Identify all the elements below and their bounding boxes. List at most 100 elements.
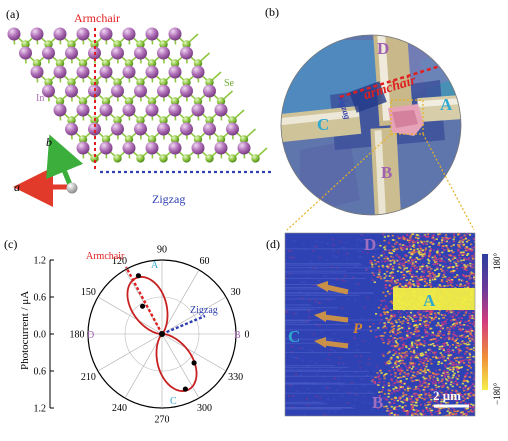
mapped-region-box (390, 99, 424, 135)
in-atom (191, 65, 205, 79)
in-atom (7, 27, 21, 41)
in-atom (42, 46, 55, 60)
in-atom (76, 103, 90, 117)
se-atom (124, 59, 134, 68)
contact-a-b: A (440, 95, 453, 114)
se-atom (193, 135, 203, 144)
se-atom (113, 154, 122, 163)
panel-c-label: (c) (4, 237, 17, 251)
in-atom (180, 84, 193, 98)
polar-angle-tick-90: 90 (157, 245, 167, 256)
polar-data-point (191, 360, 197, 366)
se-atom (113, 78, 122, 87)
contact-a-c: A (151, 260, 159, 271)
polar-angle-tick-270: 270 (155, 415, 170, 426)
in-atom (65, 46, 78, 60)
polar-r-tick-label: 0.6 (34, 367, 47, 378)
in-atom (145, 103, 159, 117)
se-atom (170, 135, 180, 144)
se-atom (216, 135, 226, 144)
in-atom (99, 103, 113, 117)
se-atom (182, 116, 191, 125)
se-atom (193, 97, 203, 106)
se-atom (147, 97, 157, 106)
colorbar (482, 254, 488, 390)
in-atom (30, 65, 44, 79)
zigzag-label-a: Zigzag (152, 192, 185, 206)
in-atom (168, 65, 182, 79)
se-atom (113, 116, 122, 125)
in-atom (145, 141, 159, 155)
in-atom (168, 141, 182, 155)
panel-b-optical-image: (b) armchair zigzag (265, 5, 462, 216)
in-atom (53, 65, 67, 79)
colorbar-max-label: 180° (492, 253, 502, 271)
panel-a-lattice: (a) Armchair Zigzag Se In a b (6, 7, 272, 207)
polar-r-tick-label: 0.6 (34, 293, 47, 304)
colorbar-min-label: −180° (492, 382, 502, 405)
in-atom (180, 46, 193, 60)
polar-angle-tick-120: 120 (112, 256, 127, 267)
se-atom (90, 154, 99, 163)
polar-spoke (161, 333, 227, 372)
in-atom (157, 84, 170, 98)
se-atom (159, 40, 168, 49)
in-atom (76, 141, 90, 155)
in-atom (122, 103, 136, 117)
polar-spoke (97, 333, 163, 372)
polar-spoke (161, 296, 227, 335)
se-atom (101, 97, 111, 106)
se-atom (55, 59, 65, 68)
polar-angle-tick-0: 0 (245, 330, 250, 341)
se-atom (136, 116, 145, 125)
in-atom (99, 141, 113, 155)
se-atom (78, 97, 88, 106)
armchair-line-b (339, 64, 441, 99)
contact-d-d: D (364, 235, 376, 254)
panel-a-label: (a) (6, 7, 19, 21)
scale-bar-label: 2 μm (433, 388, 461, 403)
in-atom (65, 122, 78, 136)
in-atom (203, 122, 216, 136)
panel-b-label: (b) (265, 5, 279, 19)
polar-center-point (159, 331, 165, 337)
se-atom (159, 154, 168, 163)
in-atom (191, 141, 205, 155)
se-atom (170, 97, 180, 106)
in-atom (19, 46, 32, 60)
se-label: Se (224, 78, 235, 89)
se-atom (101, 59, 111, 68)
in-atom (42, 84, 55, 98)
se-atom (124, 97, 134, 106)
in-atom (214, 141, 228, 155)
in-atom (134, 122, 147, 136)
se-atom (55, 97, 65, 106)
in-atom (88, 122, 101, 136)
in-atom (65, 84, 78, 98)
p-label: P (353, 321, 363, 337)
in-atom (214, 103, 228, 117)
polar-data-point (135, 273, 142, 279)
in-atom (53, 103, 67, 117)
in-atom (76, 27, 90, 41)
axis-origin-atom (66, 182, 78, 194)
in-atom (111, 122, 124, 136)
in-atom (134, 84, 147, 98)
armchair-line-c (124, 266, 164, 335)
in-atom (30, 27, 44, 41)
se-atom (170, 59, 180, 68)
polar-spoke (161, 269, 200, 335)
in-atom (122, 65, 136, 79)
in-atom (111, 46, 124, 60)
se-atom (113, 40, 122, 49)
in-atom (122, 141, 136, 155)
in-atom (111, 84, 124, 98)
contact-b-d: B (372, 393, 383, 412)
in-atom (168, 27, 182, 41)
se-atom (182, 40, 191, 49)
in-atom (191, 103, 205, 117)
se-atom (124, 135, 134, 144)
in-atom (157, 46, 170, 60)
in-atom (53, 27, 67, 41)
polar-angle-tick-30: 30 (231, 287, 241, 298)
